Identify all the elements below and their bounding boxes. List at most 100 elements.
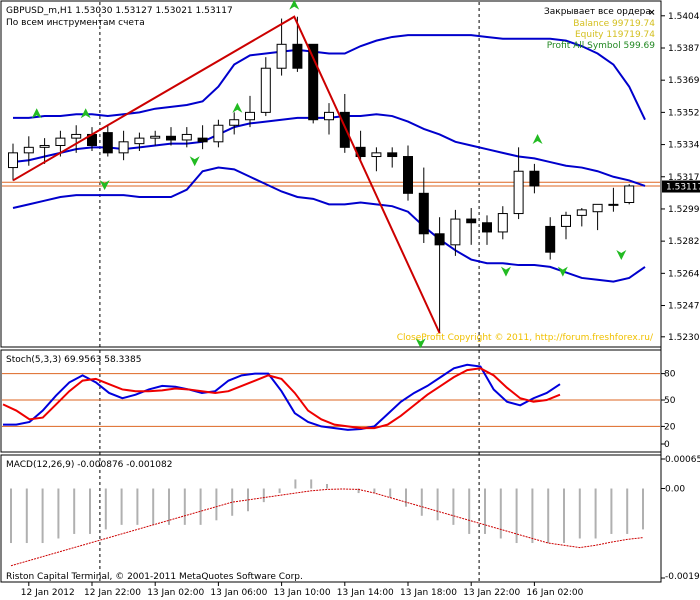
candle bbox=[624, 184, 635, 205]
time-tick-label: 12 Jan 22:00 bbox=[84, 588, 141, 598]
candle-body bbox=[387, 152, 398, 158]
stoch-label: Stoch(5,3,3) 69.9563 58.3385 bbox=[6, 355, 141, 365]
down-arrow-icon bbox=[189, 156, 200, 167]
current-price-box bbox=[662, 180, 700, 193]
candle-body bbox=[466, 218, 477, 224]
candle-body bbox=[403, 156, 413, 194]
candle bbox=[561, 211, 571, 240]
macd-tick-label: 0.00065 bbox=[665, 455, 700, 465]
candle bbox=[213, 119, 224, 148]
up-arrow-icon bbox=[80, 108, 91, 119]
candle bbox=[608, 187, 619, 212]
candle-body bbox=[245, 111, 255, 121]
candle bbox=[387, 147, 398, 168]
time-tick-label: 13 Jan 22:00 bbox=[463, 588, 520, 598]
candle-body bbox=[276, 43, 287, 69]
candle bbox=[23, 136, 34, 166]
candle bbox=[276, 18, 287, 76]
time-axis: 12 Jan 2012 12 Jan 22:00 13 Jan 02:00 13 Ja… bbox=[21, 582, 584, 598]
copyright-watermark: CloseProfit Copyright © 2011, http://for… bbox=[397, 333, 654, 343]
candle-body bbox=[497, 213, 508, 233]
candle bbox=[529, 163, 540, 194]
candle-body bbox=[608, 203, 619, 206]
candle bbox=[134, 132, 145, 152]
macd-signal-line bbox=[10, 488, 644, 567]
candle bbox=[339, 93, 350, 153]
profit-text: Profit All Symbol 599.69 bbox=[547, 41, 656, 51]
candle-body bbox=[260, 67, 271, 113]
stoch-tick-label: 20 bbox=[664, 422, 676, 432]
price-tick-label: 1.52995 bbox=[668, 205, 700, 215]
footer-copyright: Riston Capital Terminal, © 2001-2011 Met… bbox=[6, 572, 303, 582]
candle-body bbox=[576, 209, 587, 216]
candle-body bbox=[529, 170, 540, 187]
candle-body bbox=[181, 133, 192, 141]
up-arrow-icon bbox=[289, 0, 300, 10]
candle-body bbox=[513, 170, 524, 215]
candle-body bbox=[292, 43, 303, 69]
macd-tick-label: -0.00197 bbox=[665, 572, 700, 582]
band-upper bbox=[13, 34, 646, 121]
price-tick-label: 1.52820 bbox=[668, 237, 700, 247]
candle bbox=[418, 167, 429, 243]
macd-tick-label: 0.00 bbox=[665, 485, 685, 495]
candles bbox=[8, 16, 635, 334]
stoch-tick-label: 50 bbox=[664, 396, 676, 406]
candle-body bbox=[118, 141, 129, 154]
down-arrow-icon bbox=[500, 266, 511, 277]
fractal-arrows bbox=[31, 0, 627, 349]
balance-text: Balance 99719.74 bbox=[573, 19, 655, 29]
price-tick-label: 1.53345 bbox=[668, 141, 700, 151]
candle bbox=[576, 208, 587, 227]
up-arrow-icon bbox=[232, 102, 243, 113]
equity-text: Equity 119719.74 bbox=[575, 30, 655, 40]
price-tick-label: 1.52300 bbox=[668, 333, 700, 343]
candle bbox=[450, 209, 461, 256]
candle bbox=[229, 112, 240, 135]
candle-body bbox=[166, 135, 176, 141]
candle bbox=[39, 138, 50, 164]
candle bbox=[434, 217, 445, 334]
candle-body bbox=[102, 132, 113, 154]
candle bbox=[118, 130, 129, 161]
candle-body bbox=[229, 119, 240, 126]
price-tick-label: 1.53520 bbox=[668, 108, 700, 118]
candle-body bbox=[23, 146, 34, 154]
close-all-orders-label[interactable]: Закрывает все ордера bbox=[544, 7, 651, 17]
candle bbox=[245, 95, 255, 128]
time-tick-label: 13 Jan 06:00 bbox=[210, 588, 267, 598]
candle bbox=[71, 125, 82, 153]
candle bbox=[355, 130, 366, 163]
candle-body bbox=[450, 218, 461, 246]
candle bbox=[150, 130, 161, 146]
time-tick-label: 13 Jan 10:00 bbox=[274, 588, 331, 598]
stoch-signal-line bbox=[2, 367, 561, 430]
candle bbox=[545, 217, 556, 260]
price-tick-label: 1.52645 bbox=[668, 269, 700, 279]
candle-body bbox=[561, 214, 571, 227]
macd-label: MACD(12,26,9) -0.000876 -0.001082 bbox=[6, 460, 172, 470]
price-tick-label: 1.52470 bbox=[668, 302, 700, 312]
price-tick-label: 1.53170 bbox=[668, 173, 700, 183]
candle bbox=[403, 145, 413, 201]
candle-body bbox=[55, 137, 66, 146]
candle bbox=[497, 206, 508, 240]
price-tick-label: 1.53870 bbox=[668, 44, 700, 54]
up-arrow-icon bbox=[532, 133, 543, 144]
stochastic-pane: 80 50 20 0 bbox=[2, 363, 676, 450]
candle bbox=[260, 57, 271, 117]
candle bbox=[466, 208, 477, 245]
candle-body bbox=[592, 203, 603, 213]
close-icon[interactable]: × bbox=[648, 8, 656, 18]
time-tick-label: 12 Jan 2012 bbox=[21, 588, 75, 598]
candle bbox=[324, 103, 334, 135]
candle-body bbox=[150, 135, 161, 139]
candle-body bbox=[308, 43, 319, 121]
candle bbox=[513, 147, 524, 220]
candle-body bbox=[71, 133, 82, 139]
candle-body bbox=[39, 144, 50, 148]
candle-body bbox=[324, 111, 334, 121]
candle-body bbox=[8, 152, 18, 169]
account-scope-label: По всем инструментам счета bbox=[6, 18, 145, 28]
